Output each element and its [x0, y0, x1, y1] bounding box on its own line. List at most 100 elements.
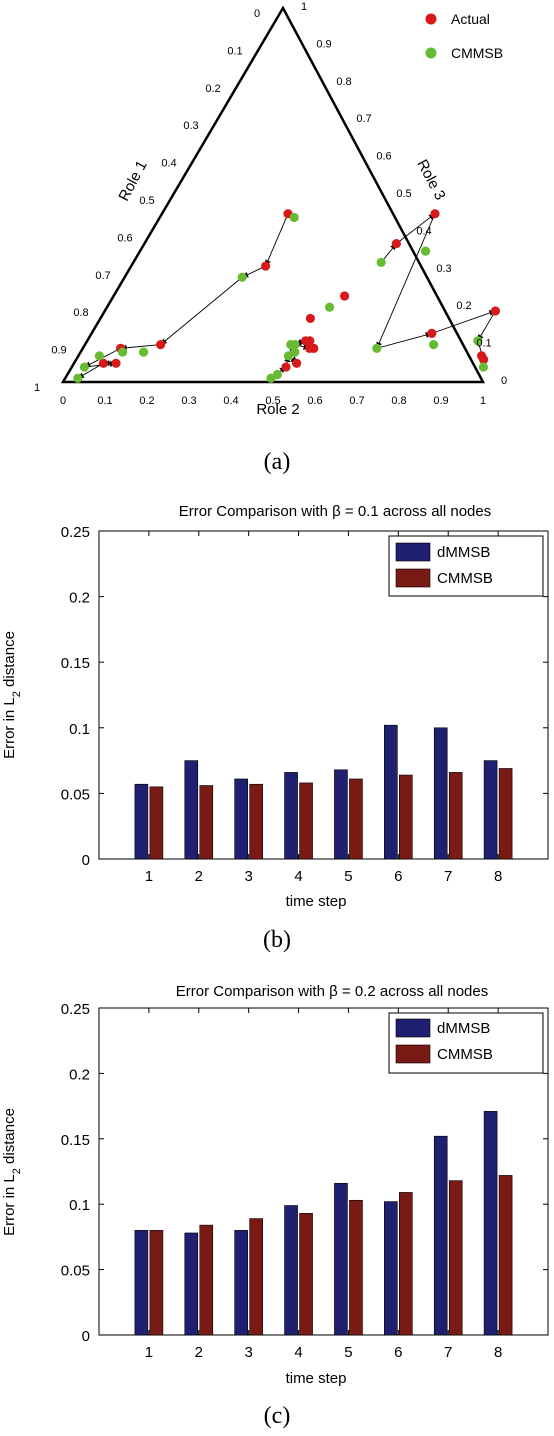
- bar-dmmsb-b: [483, 760, 498, 860]
- tick-left: 0.2: [205, 83, 220, 95]
- y-axis-label-tail-b: distance: [1, 631, 18, 691]
- tick-right: 0: [501, 375, 507, 387]
- x-tick-label-b: 7: [444, 868, 452, 885]
- tick-bottom: 0.4: [223, 395, 238, 407]
- ternary-legend: Actual CMMSB: [425, 11, 503, 61]
- x-tick-label-c: 3: [244, 1344, 252, 1361]
- tick-right: 0.4: [416, 225, 431, 237]
- y-tick-label-b: 0.2: [69, 590, 90, 607]
- point-cmmsb: [289, 212, 299, 223]
- bar-cmmsb-b: [199, 785, 214, 860]
- bar-dmmsb-c: [334, 1182, 348, 1336]
- tick-left: 0.8: [73, 307, 88, 319]
- legend-marker-cmmsb: [425, 47, 437, 59]
- bar-cmmsb-c: [349, 1199, 363, 1336]
- legend-label-actual: Actual: [451, 11, 490, 27]
- point-cmmsb: [272, 369, 282, 380]
- legend-swatch-cmmsb-b: [395, 568, 431, 588]
- axis-ticks-c: 0 0.05 0.1 0.15 0.2 0.25 1 2 3 4 5 6 7 8: [61, 1001, 548, 1361]
- legend-b: dMMSB CMMSB: [388, 535, 544, 597]
- y-tick-label-b: 0.25: [61, 524, 90, 541]
- trajectory-segment: [396, 213, 436, 244]
- tick-bottom: 0: [60, 395, 66, 407]
- point-actual: [292, 358, 302, 368]
- x-axis-label-c: time step: [286, 1370, 347, 1387]
- point-cmmsb: [429, 340, 439, 350]
- tick-left: 0.4: [161, 158, 176, 170]
- tick-left: 0.1: [227, 45, 242, 57]
- bar-cmmsb-b: [299, 782, 313, 860]
- legend-swatch-cmmsb-c: [395, 1044, 431, 1064]
- trajectory-segment: [160, 276, 243, 345]
- bar-cmmsb-c: [448, 1180, 463, 1336]
- point-cmmsb: [237, 272, 247, 282]
- tick-right: 0.7: [356, 113, 371, 125]
- y-axis-label-tail-c: distance: [1, 1108, 18, 1168]
- point-cmmsb: [290, 347, 300, 357]
- point-actual: [156, 340, 166, 350]
- legend-swatch-dmmsb-b: [395, 542, 431, 562]
- point-cmmsb: [73, 373, 83, 383]
- y-tick-label-b: 0.05: [61, 786, 90, 803]
- tick-bottom: 0.1: [97, 395, 112, 407]
- bar-dmmsb-b: [334, 769, 348, 860]
- bar-dmmsb-b: [234, 778, 248, 860]
- bar-cmmsb-b: [149, 786, 164, 860]
- y-tick-label-b: 0.15: [61, 655, 90, 672]
- trajectory-segment: [431, 310, 496, 334]
- point-actual: [281, 362, 291, 372]
- tick-bottom: 0.6: [307, 395, 322, 407]
- bar-dmmsb-b: [384, 724, 398, 860]
- bar-dmmsb-c: [433, 1135, 448, 1336]
- trajectory-segment: [265, 213, 289, 267]
- y-tick-label-c: 0.15: [61, 1132, 90, 1149]
- legend-swatch-dmmsb-c: [395, 1018, 431, 1038]
- axis-ticks-b: 0 0.05 0.1 0.15 0.2 0.25 1 2 3 4 5 6 7 8: [61, 524, 548, 885]
- x-tick-label-b: 5: [344, 868, 352, 885]
- x-tick-label-b: 4: [294, 868, 302, 885]
- x-tick-label-b: 8: [494, 868, 502, 885]
- bar-cmmsb-c: [249, 1218, 263, 1336]
- role2-axis-label: Role 2: [256, 401, 299, 418]
- x-tick-label-c: 4: [294, 1344, 302, 1361]
- bar-cmmsb-b: [399, 774, 413, 860]
- x-tick-label-c: 7: [444, 1344, 452, 1361]
- point-actual: [427, 328, 437, 338]
- bar-cmmsb-c: [199, 1224, 214, 1336]
- point-cmmsb: [372, 343, 382, 353]
- bar-cmmsb-b: [249, 783, 263, 860]
- legend-label-dmmsb-c: dMMSB: [437, 1020, 490, 1037]
- tick-left: 0: [254, 8, 260, 20]
- y-axis-label-sub-c: 2: [11, 1168, 23, 1174]
- tick-left: 0.3: [183, 120, 198, 132]
- bars-b: [134, 724, 513, 860]
- chart-title-b: Error Comparison with β = 0.1 across all…: [179, 503, 492, 520]
- ternary-points: [73, 209, 500, 383]
- x-axis-label-b: time step: [286, 893, 347, 910]
- x-tick-label-c: 1: [145, 1344, 153, 1361]
- point-cmmsb: [94, 351, 104, 361]
- tick-right: 0.2: [456, 300, 471, 312]
- bar-dmmsb-b: [284, 772, 298, 860]
- y-axis-label-c: Error in L2 distance: [1, 1108, 23, 1236]
- bars-c: [134, 1111, 513, 1336]
- tick-bottom: 0.5: [265, 395, 280, 407]
- tick-right: 0.5: [396, 188, 411, 200]
- point-actual: [430, 209, 440, 219]
- bar-cmmsb-b: [498, 768, 513, 860]
- bar-cmmsb-b: [448, 772, 463, 860]
- bar-cmmsb-c: [498, 1175, 513, 1336]
- legend-label-cmmsb: CMMSB: [451, 45, 503, 61]
- point-actual: [490, 306, 500, 316]
- tick-right: 0.1: [476, 338, 491, 350]
- point-actual: [340, 291, 350, 301]
- tick-left: 0.6: [117, 232, 132, 244]
- point-cmmsb: [325, 302, 335, 312]
- point-cmmsb: [473, 336, 483, 346]
- y-axis-label-main-b: Error in L: [1, 697, 18, 759]
- trajectory-segment: [376, 213, 436, 349]
- ternary-panel: 0 0 0 0.1 0.1 0.1 0.2 0.2 0.2 0.3 0.3 0.3 0.4 0.4 0.4 0…: [34, 1, 507, 475]
- bar-dmmsb-b: [134, 783, 149, 860]
- caption-c: (c): [264, 1403, 291, 1429]
- point-actual: [111, 358, 121, 368]
